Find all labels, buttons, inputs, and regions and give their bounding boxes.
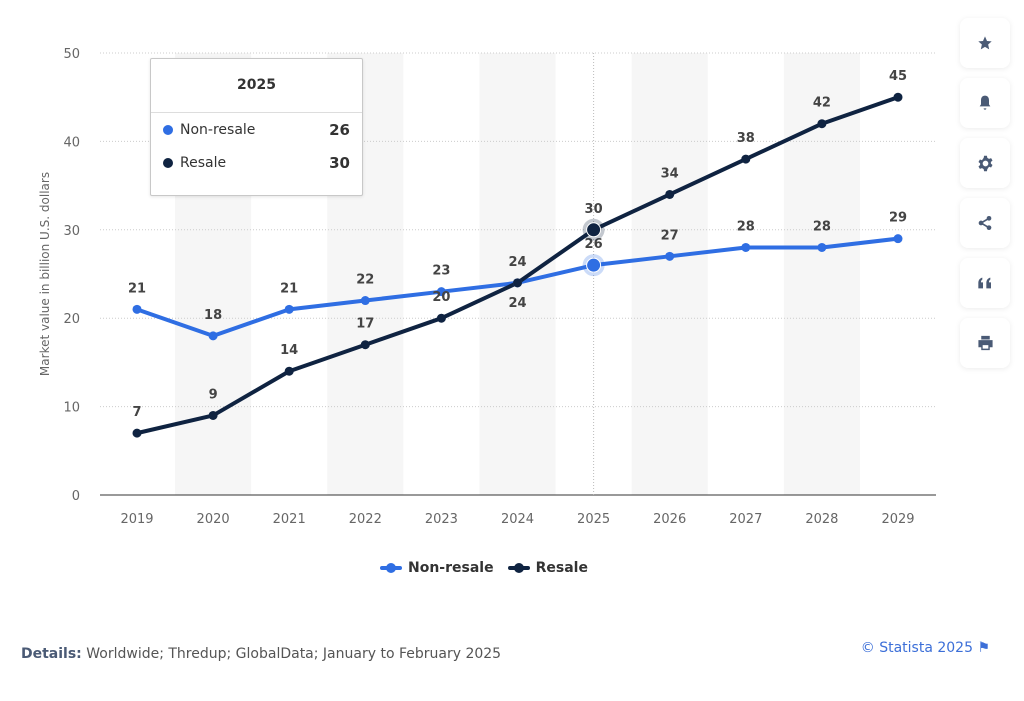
y-tick-label: 50 — [63, 47, 80, 62]
legend-label: Resale — [535, 560, 588, 576]
data-label: 14 — [280, 343, 298, 358]
quote-icon — [978, 277, 991, 289]
x-tick-label: 2019 — [120, 512, 153, 527]
data-label: 18 — [204, 308, 222, 323]
x-tick-label: 2023 — [425, 512, 458, 527]
data-label: 45 — [889, 69, 907, 84]
data-point — [208, 410, 218, 420]
y-tick-label: 0 — [72, 489, 80, 504]
star-icon — [978, 36, 992, 50]
data-point — [741, 242, 751, 252]
data-label: 21 — [280, 281, 298, 296]
data-point — [132, 304, 142, 314]
data-label: 7 — [132, 405, 141, 420]
data-label: 24 — [508, 255, 526, 270]
data-label: 24 — [508, 296, 526, 311]
data-point — [893, 234, 903, 244]
y-tick-label: 30 — [63, 224, 80, 239]
data-point — [665, 189, 675, 199]
share-icon — [978, 216, 992, 230]
x-tick-label: 2024 — [501, 512, 534, 527]
print-icon — [977, 335, 993, 351]
tooltip-value: 26 — [329, 120, 350, 139]
data-label: 9 — [209, 387, 218, 402]
data-point — [586, 257, 602, 273]
details-text: Details: Worldwide; Thredup; GlobalData;… — [21, 646, 501, 662]
y-tick-label: 40 — [63, 135, 80, 150]
legend-line-icon — [507, 563, 530, 573]
data-point — [586, 222, 602, 238]
tooltip-row-non-resale: Non-resale 26 — [151, 113, 362, 146]
data-point — [132, 428, 142, 438]
data-label: 22 — [356, 273, 374, 288]
data-point — [284, 304, 294, 314]
data-point — [893, 92, 903, 102]
data-point — [665, 251, 675, 261]
data-point — [360, 296, 370, 306]
details-value: Worldwide; Thredup; GlobalData; January … — [81, 646, 502, 662]
tooltip-label: Non-resale — [180, 121, 256, 138]
tooltip-row-resale: Resale 30 — [151, 146, 362, 179]
column-band — [479, 53, 556, 495]
legend-item-resale[interactable]: Resale — [507, 560, 588, 576]
data-point — [436, 287, 446, 297]
data-point — [817, 119, 827, 129]
data-point — [817, 242, 827, 252]
tooltip-value: 30 — [329, 153, 350, 172]
data-point — [284, 366, 294, 376]
bell-icon — [979, 95, 991, 110]
data-label: 27 — [661, 228, 679, 243]
data-label: 20 — [432, 290, 450, 305]
data-point — [208, 331, 218, 341]
x-tick-label: 2020 — [197, 512, 230, 527]
legend-line-icon — [380, 563, 402, 573]
x-tick-label: 2025 — [577, 512, 610, 527]
tooltip: 2025 Non-resale 26 Resale 30 — [150, 58, 363, 196]
data-label: 30 — [585, 202, 603, 217]
legend: Non-resale Resale — [380, 560, 588, 576]
resale-dot-icon — [163, 157, 173, 168]
column-band — [631, 53, 708, 495]
cite-button[interactable] — [960, 258, 1010, 308]
data-label: 28 — [737, 219, 755, 234]
legend-item-non-resale[interactable]: Non-resale — [380, 560, 494, 576]
data-label: 29 — [889, 211, 907, 226]
x-tick-label: 2021 — [273, 512, 306, 527]
data-label: 17 — [356, 317, 374, 332]
notification-button[interactable] — [960, 78, 1010, 128]
data-label: 21 — [128, 281, 146, 296]
tooltip-label: Resale — [180, 154, 227, 171]
share-button[interactable] — [960, 198, 1010, 248]
x-tick-label: 2029 — [881, 512, 914, 527]
gear-icon — [977, 155, 993, 171]
non-resale-dot-icon — [163, 124, 173, 135]
statista-credit-link[interactable]: © Statista 2025 ⚑ — [860, 640, 990, 656]
data-point — [436, 313, 446, 323]
tooltip-title: 2025 — [151, 59, 362, 113]
x-tick-label: 2026 — [653, 512, 686, 527]
details-label: Details: — [21, 646, 82, 662]
y-axis-title: Market value in billion U.S. dollars — [38, 172, 52, 376]
data-label: 42 — [813, 96, 831, 111]
favorite-button[interactable] — [960, 18, 1010, 68]
print-button[interactable] — [960, 318, 1010, 368]
settings-button[interactable] — [960, 138, 1010, 188]
data-point — [360, 340, 370, 350]
data-label: 28 — [813, 219, 831, 234]
y-tick-label: 10 — [63, 401, 80, 416]
data-label: 38 — [737, 131, 755, 146]
y-tick-label: 20 — [63, 312, 80, 327]
data-point — [741, 154, 751, 164]
data-label: 26 — [585, 237, 603, 252]
data-point — [513, 278, 522, 288]
data-label: 34 — [661, 166, 679, 181]
x-tick-label: 2027 — [729, 512, 762, 527]
x-tick-label: 2028 — [805, 512, 838, 527]
data-label: 23 — [432, 264, 450, 279]
x-tick-label: 2022 — [349, 512, 382, 527]
legend-label: Non-resale — [408, 560, 494, 576]
